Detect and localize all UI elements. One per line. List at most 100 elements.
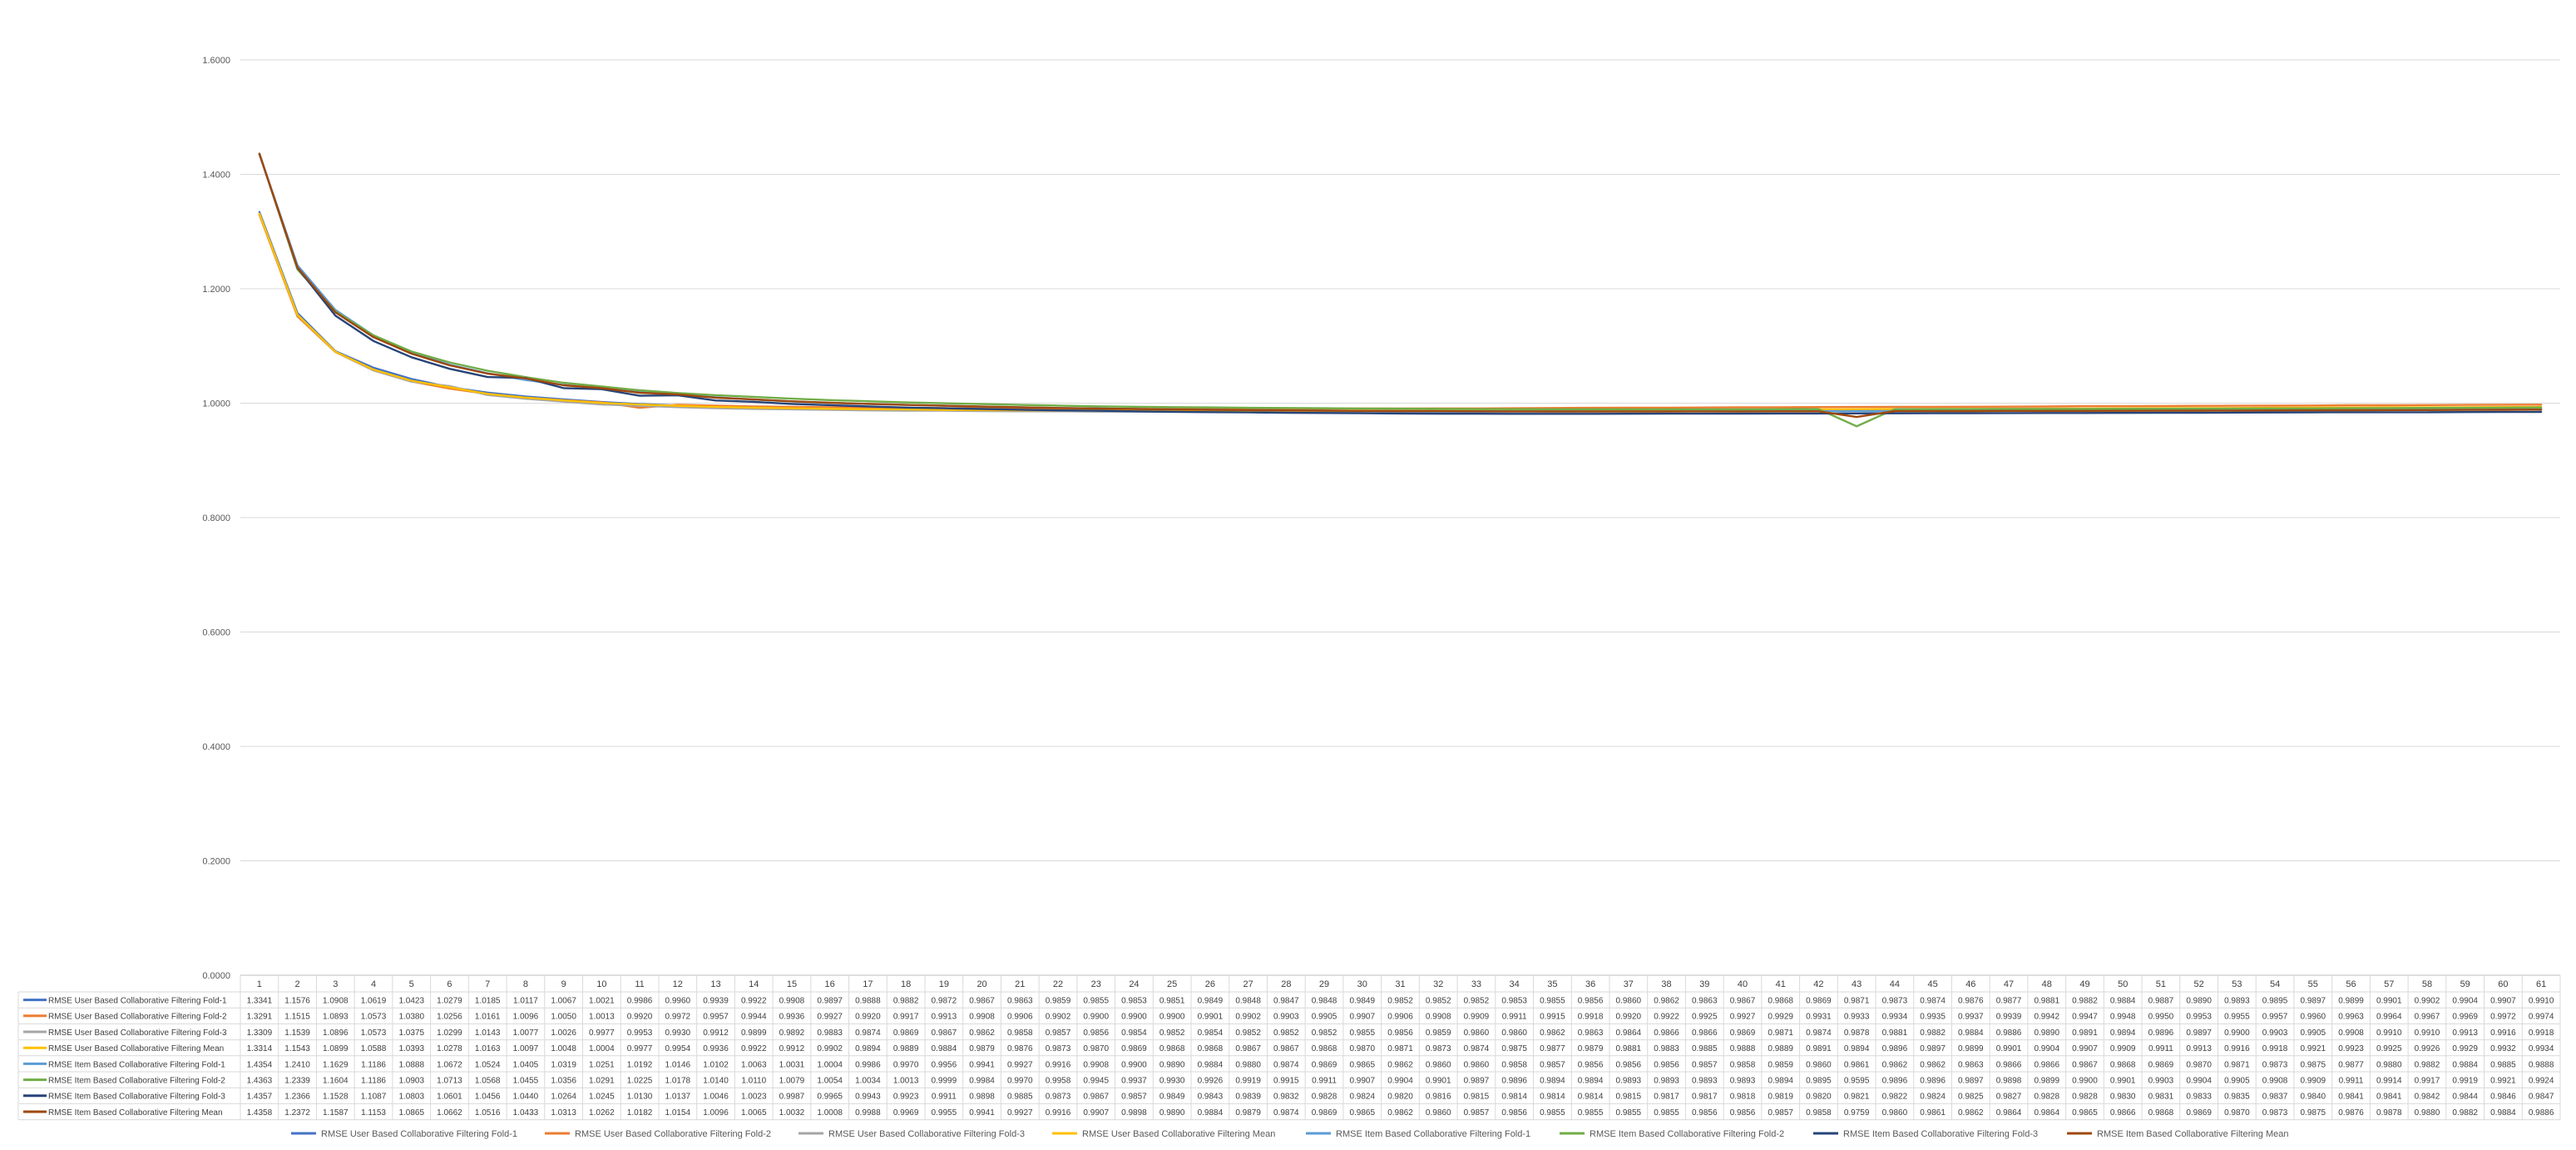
table-cell: 1.0021	[589, 997, 615, 1006]
table-cell: 0.9857	[1121, 1093, 1147, 1102]
series-line-1	[258, 211, 2543, 414]
table-cell: 0.9874	[1464, 1044, 1490, 1053]
table-cell: 0.9918	[2529, 1029, 2554, 1038]
table-cell: 0.9908	[2338, 1029, 2364, 1038]
table-cell: 0.9862	[1958, 1108, 1984, 1118]
table-cell: 0.9882	[2415, 1060, 2440, 1069]
table-cell: 0.9901	[2376, 997, 2402, 1006]
x-tick-label: 48	[2042, 979, 2052, 989]
table-cell: 0.9988	[855, 1108, 881, 1118]
table-cell: 0.9890	[2034, 1029, 2059, 1038]
table-cell: 0.9977	[589, 1029, 615, 1038]
table-cell: 1.0375	[398, 1029, 424, 1038]
table-cell: 0.9893	[1692, 1077, 1718, 1086]
table-cell: 0.9886	[2529, 1108, 2554, 1118]
table-cell: 1.0034	[855, 1077, 881, 1086]
table-cell: 0.9892	[779, 1029, 805, 1038]
table-cell: 1.1087	[361, 1093, 387, 1102]
table-cell: 0.9822	[1882, 1093, 1908, 1102]
table-cell: 1.0137	[665, 1093, 690, 1102]
table-cell: 0.9896	[1882, 1077, 1908, 1086]
table-cell: 0.9902	[1235, 1013, 1261, 1022]
table-cell: 0.9927	[817, 1013, 843, 1022]
table-cell: 0.9921	[2301, 1044, 2326, 1053]
table-cell: 0.9930	[665, 1029, 690, 1038]
table-cell: 0.9867	[1730, 997, 1756, 1006]
table-cell: 0.9860	[1806, 1060, 1832, 1069]
table-cell: 0.9828	[2072, 1093, 2098, 1102]
table-cell: 0.9908	[1083, 1060, 1109, 1069]
table-cell: 0.9869	[893, 1029, 919, 1038]
table-cell: 0.9923	[2338, 1044, 2364, 1053]
table-cell: 0.9904	[2452, 997, 2478, 1006]
table-cell: 0.9881	[1882, 1029, 1908, 1038]
table-cell: 1.0026	[551, 1029, 576, 1038]
table-cell: 0.9828	[1312, 1093, 1337, 1102]
table-cell: 0.9984	[969, 1077, 995, 1086]
table-cell: 0.9857	[1464, 1108, 1490, 1118]
x-tick-label: 47	[2004, 979, 2014, 989]
table-cell: 0.9904	[2186, 1077, 2212, 1086]
table-cell: 0.9960	[665, 997, 690, 1006]
table-cell: 0.9972	[665, 1013, 690, 1022]
series-lines	[258, 152, 2543, 428]
legend-label: RMSE Item Based Collaborative Filtering …	[2097, 1129, 2288, 1139]
y-tick-label: 0.4000	[202, 742, 230, 752]
table-cell: 0.9894	[1844, 1044, 1870, 1053]
x-tick-label: 11	[635, 979, 644, 989]
table-cell: 0.9820	[1806, 1093, 1832, 1102]
y-tick-label: 0.8000	[202, 513, 230, 523]
table-cell: 0.9860	[1616, 997, 1642, 1006]
table-cell: 0.9902	[1046, 1013, 1071, 1022]
table-cell: 0.9927	[1007, 1060, 1033, 1069]
table-cell: 0.9913	[2186, 1044, 2212, 1053]
table-cell: 0.9862	[1882, 1060, 1908, 1069]
table-cell: 0.9817	[1654, 1093, 1679, 1102]
table-cell: 1.0146	[665, 1060, 690, 1069]
table-cell: 0.9857	[1692, 1060, 1718, 1069]
table-cell: 0.9855	[1578, 1108, 1604, 1118]
table-cell: 1.1543	[284, 1044, 310, 1053]
table-cell: 0.9882	[893, 997, 919, 1006]
table-cell: 0.9884	[1958, 1029, 1984, 1038]
table-cell: 0.9867	[1235, 1044, 1261, 1053]
table-cell: 0.9920	[855, 1013, 881, 1022]
table-cell: 0.9941	[969, 1060, 995, 1069]
table-cell: 0.9870	[2224, 1108, 2250, 1118]
table-cell: 1.2339	[284, 1077, 310, 1086]
table-cell: 0.9908	[1426, 1013, 1451, 1022]
table-cell: 0.9862	[1654, 997, 1679, 1006]
table-cell: 0.9894	[1578, 1077, 1604, 1086]
y-tick-label: 1.6000	[202, 56, 230, 66]
x-tick-label: 20	[977, 979, 986, 989]
table-cell: 0.9885	[1692, 1044, 1718, 1053]
table-cell: 0.9833	[2186, 1093, 2212, 1102]
legend-label: RMSE Item Based Collaborative Filtering …	[1590, 1129, 1784, 1139]
table-cell: 0.9913	[2452, 1029, 2478, 1038]
table-cell: 0.9922	[741, 997, 767, 1006]
table-cell: 0.9898	[969, 1093, 995, 1102]
table-cell: 1.0264	[551, 1093, 576, 1102]
table-row-label: RMSE User Based Collaborative Filtering …	[48, 997, 227, 1006]
table-cell: 0.9877	[1540, 1044, 1565, 1053]
table-cell: 0.9896	[1882, 1044, 1908, 1053]
table-cell: 1.0008	[817, 1108, 843, 1118]
table-cell: 0.9917	[893, 1013, 919, 1022]
table-cell: 1.1587	[323, 1108, 349, 1118]
table-row-label: RMSE User Based Collaborative Filtering …	[48, 1029, 227, 1038]
table-cell: 0.9857	[1540, 1060, 1565, 1069]
table-cell: 0.9885	[1007, 1093, 1033, 1102]
table-cell: 0.9890	[1159, 1108, 1185, 1118]
table-cell: 1.0899	[323, 1044, 349, 1053]
table-cell: 0.9903	[2262, 1029, 2288, 1038]
table-cell: 1.0601	[437, 1093, 462, 1102]
table-cell: 0.9860	[1426, 1108, 1451, 1118]
table-cell: 0.9955	[932, 1108, 957, 1118]
table-cell: 1.0356	[551, 1077, 576, 1086]
table-cell: 0.9852	[1273, 1029, 1299, 1038]
table-cell: 0.9970	[1007, 1077, 1033, 1086]
table-cell: 0.9882	[1920, 1029, 1946, 1038]
table-cell: 0.9911	[2148, 1044, 2173, 1053]
table-cell: 0.9918	[2262, 1044, 2288, 1053]
table-cell: 0.9865	[1349, 1108, 1375, 1118]
